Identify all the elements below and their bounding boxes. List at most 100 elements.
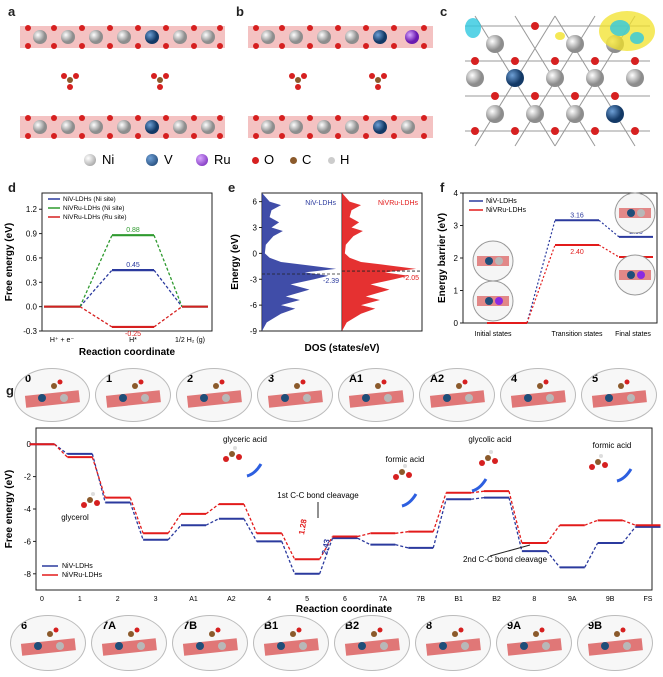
state-image: B2	[334, 615, 410, 671]
chart-e-dos-area	[342, 193, 417, 331]
chart-e-series-label: NiVRu-LDHs	[378, 200, 419, 207]
chart-f-inset-atom	[627, 209, 635, 217]
chart-f-ytick-label: 4	[454, 189, 459, 198]
chart-g-legend-label: NiV-LDHs	[62, 563, 93, 570]
chart-f-legend-label: NiVRu-LDHs	[486, 207, 527, 214]
chart-e-ytick-label: 6	[253, 198, 258, 207]
chart-g-xtick-label: B2	[492, 596, 501, 603]
chart-g-molecule-atom	[229, 451, 235, 457]
chart-f-xtick-label: Initial states	[475, 331, 512, 338]
chart-f-data-label: 3.16	[570, 212, 584, 219]
chart-d-ylabel: Free energy (eV)	[4, 223, 15, 301]
state-label: 9B	[588, 620, 603, 632]
chart-g-frame	[35, 427, 653, 591]
chart-g-connector	[281, 541, 296, 575]
chart-d-connector	[79, 306, 113, 328]
chart-g-molecule-atom	[599, 454, 603, 458]
state-image: B1	[253, 615, 329, 671]
chart-f-ytick-label: 0	[454, 319, 459, 328]
chart-g-blue-arrow	[401, 493, 418, 508]
chart-e-xlabel: DOS (states/eV)	[304, 343, 379, 354]
chart-g-ytick-label: -8	[24, 570, 32, 579]
legend-o-label: O	[264, 152, 275, 167]
chart-e-dband-label: -2.39	[323, 278, 339, 285]
legend-v-label: V	[164, 152, 173, 167]
chart-g-blue-arrow	[246, 463, 263, 478]
state-label: 4	[511, 373, 518, 385]
chart-g-xtick-label: A2	[227, 596, 236, 603]
chart-d: -0.3 0.0 0.3 0.6 0.9 1.2 Free energy (eV) React…	[4, 192, 213, 358]
state-structure-icon	[101, 627, 157, 656]
state-structure-icon	[263, 627, 319, 656]
legend-c-label: C	[302, 152, 312, 167]
state-structure-icon	[587, 627, 643, 656]
chart-d-connector	[79, 234, 113, 307]
chart-g-connector	[395, 544, 409, 549]
state-label: B2	[345, 620, 360, 632]
chart-g-xlabel: Reaction coordinate	[296, 604, 393, 615]
chart-g-legend-label: NiVRu-LDHs	[62, 572, 103, 579]
chart-g-xtick-label: 2	[116, 596, 120, 603]
chart-f-ytick-label: 3	[454, 222, 459, 231]
state-image: 5	[581, 368, 657, 422]
chart-g-connector	[546, 550, 561, 568]
chart-g-connector	[546, 524, 561, 544]
chart-g-connector	[91, 456, 106, 498]
chart-d-data-label: -0.25	[125, 331, 141, 338]
chart-f-inset-atom	[495, 257, 503, 265]
state-images-bottom: 6 7A 7B B1 B2	[10, 615, 660, 673]
chart-g-molecule-atom	[223, 456, 229, 462]
state-structure-icon	[510, 379, 566, 408]
chart-g-molecule-atom	[236, 454, 242, 460]
chart-f-connector	[598, 244, 620, 258]
state-images-top: 0 1 2 3 A1	[14, 368, 659, 424]
chart-g-connector	[129, 502, 144, 540]
chart-d-ytick-label: 0.3	[26, 278, 38, 287]
chart-g-annot-formic-acid: formic acid	[593, 441, 632, 450]
chart-e: 6 3 0 -3 -6 -9 Energy (eV) DOS (states/eV) NiV-L…	[230, 192, 423, 354]
chart-e-ytick-label: 3	[253, 224, 258, 233]
state-label: 7B	[183, 620, 198, 632]
state-structure-icon	[24, 379, 80, 408]
chart-f-xtick-label: Final states	[615, 331, 651, 338]
chart-g-xtick-label: 7A	[379, 596, 388, 603]
legend-ni-label: Ni	[102, 152, 115, 167]
chart-f-connector	[526, 244, 556, 324]
chart-d-connector	[79, 269, 113, 308]
chart-f-inset-atom	[637, 271, 645, 279]
chart-d-data-label: 0.88	[126, 227, 140, 234]
chart-g-annot-glyceric-acid: glyceric acid	[223, 435, 267, 444]
chart-d-ytick-label: 0.0	[26, 303, 38, 312]
legend-ru-label: Ru	[214, 152, 231, 167]
chart-d-frame	[41, 192, 213, 332]
chart-g-molecule-atom	[403, 464, 407, 468]
chart-g-xtick-label: FS	[644, 596, 653, 603]
chart-g-xtick-label: 6	[343, 596, 347, 603]
chart-e-ytick-label: -3	[250, 275, 258, 284]
chart-f-data-label: 2.40	[570, 249, 584, 256]
chart-g-xtick-label: A1	[189, 596, 198, 603]
chart-f-inset-atom	[495, 297, 503, 305]
chart-g-connector	[357, 532, 371, 538]
chart-f-ylabel: Energy barrier (eV)	[437, 213, 448, 303]
chart-f-inset-atom	[485, 297, 493, 305]
state-label: A1	[349, 373, 364, 385]
legend-v-swatch	[146, 154, 158, 166]
legend-ni-swatch	[84, 154, 96, 166]
state-image: 7B	[172, 615, 248, 671]
state-image: 1	[95, 368, 171, 422]
chart-g-molecule-atom	[81, 502, 87, 508]
chart-g-xtick-label: 1	[78, 596, 82, 603]
chart-g-molecule-atom	[485, 455, 491, 461]
structure-a-image	[20, 25, 225, 139]
chart-g-ytick-label: -2	[24, 473, 32, 482]
state-structure-icon	[429, 379, 485, 408]
state-label: 7A	[102, 620, 117, 632]
chart-g-xtick-label: 3	[154, 596, 158, 603]
chart-g-connector	[395, 531, 409, 534]
chart-g-molecule-atom	[589, 464, 595, 470]
state-image: A1	[338, 368, 414, 422]
chart-e-dos-area	[262, 193, 337, 331]
chart-d-xlabel: Reaction coordinate	[79, 347, 176, 358]
state-structure-icon	[506, 627, 562, 656]
